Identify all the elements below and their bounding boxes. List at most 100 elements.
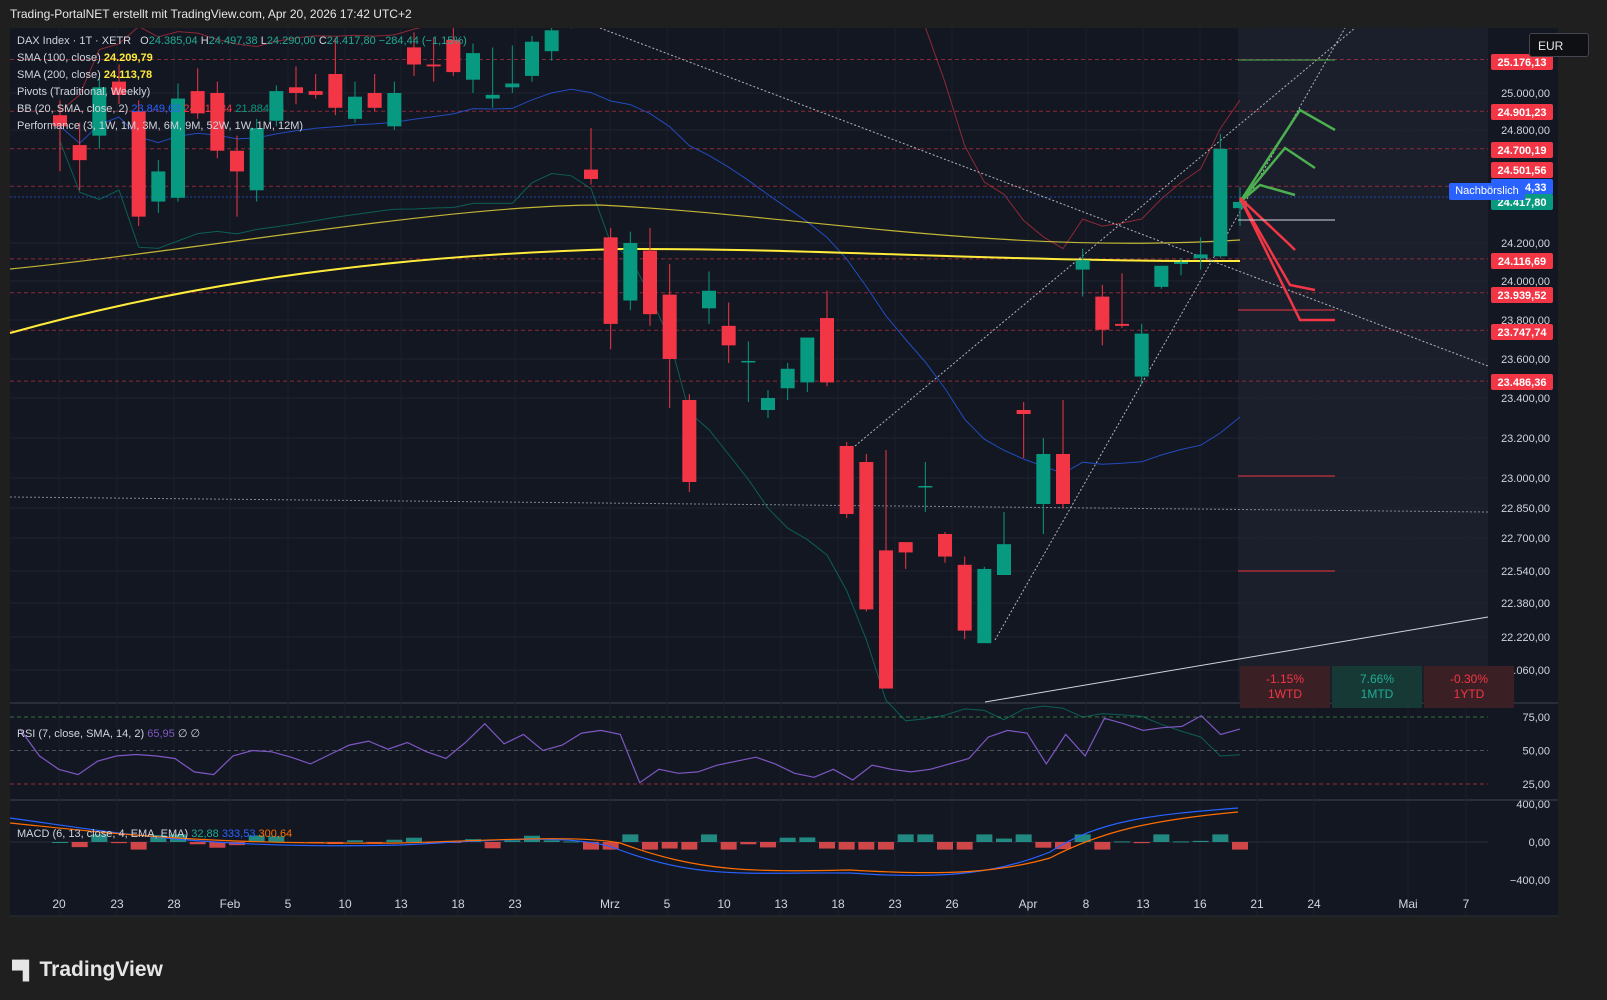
sma200-value: 24.113,78 — [103, 69, 153, 81]
price-tick-label: 23.000,00 — [1501, 473, 1550, 485]
macd-histogram-bar — [602, 842, 619, 850]
time-tick-label: 5 — [285, 897, 292, 911]
candle — [623, 231, 638, 311]
macd-histogram-bar — [878, 842, 894, 850]
bb-upper-value: 24.814,84 — [183, 103, 233, 115]
time-tick-label: Feb — [220, 897, 241, 911]
candle-body — [1095, 296, 1110, 330]
macd-histogram-bar — [248, 835, 265, 842]
price-label-box — [1491, 54, 1553, 70]
high-label: H — [200, 35, 209, 47]
candle-body — [1154, 265, 1169, 287]
candle-body — [544, 30, 559, 52]
macd-histogram-bar — [858, 842, 875, 850]
price-tick-label: 22.700,00 — [1501, 533, 1550, 545]
candle-body — [741, 360, 756, 363]
perf-1wtd-value: -1.15% — [1265, 672, 1305, 686]
macd-histogram-bar — [1173, 841, 1189, 843]
after-hours-label: Nachbörslich — [1449, 183, 1525, 200]
legend-sma200: SMA (200, close) 24.113,78 — [17, 67, 152, 83]
price-label-box — [1491, 104, 1553, 120]
candle-body — [820, 318, 834, 383]
price-tick-label: 25.000,00 — [1501, 88, 1550, 100]
price-label-text: 24.116,69 — [1498, 256, 1546, 268]
trendline-channel-upper — [854, 27, 1356, 447]
time-tick-label: 5 — [664, 897, 671, 911]
price-label-text: 24.417,80 — [1498, 197, 1547, 209]
candle — [308, 74, 323, 99]
macd-signal-value: 300,64 — [258, 828, 293, 840]
macd-histogram-bar — [1094, 842, 1111, 850]
trendline-support — [984, 616, 1489, 703]
macd-histogram-bar — [504, 840, 521, 842]
candle-body — [525, 41, 539, 76]
macd-tick-label: 400,00 — [1516, 799, 1550, 811]
candle — [1174, 258, 1188, 276]
candle-body — [131, 111, 146, 217]
projection-arrow-up — [1239, 183, 1296, 203]
time-tick-label: 18 — [831, 897, 845, 911]
bb-label: BB (20, SMA, close, 2) — [17, 103, 129, 115]
macd-line — [9, 807, 1239, 877]
perf-1mtd-period: 1MTD — [1360, 687, 1394, 701]
candle — [682, 394, 697, 492]
macd-histogram-bar — [897, 834, 914, 842]
close-value: 24.417,80 — [326, 35, 376, 47]
candle-body — [190, 91, 205, 114]
candle — [505, 45, 520, 93]
candle-body — [918, 486, 933, 488]
candle-body — [662, 294, 677, 359]
time-tick-label: 18 — [451, 897, 465, 911]
candle — [112, 64, 126, 105]
candle — [131, 100, 146, 227]
macd-histogram-bar — [1192, 840, 1209, 842]
currency-button[interactable]: EUR — [1529, 33, 1589, 57]
candle-body — [839, 446, 854, 514]
candle — [1115, 273, 1129, 328]
time-tick-label: 23 — [888, 897, 902, 911]
price-tick-label: 22.380,00 — [1501, 598, 1550, 610]
candle — [53, 100, 67, 172]
macd-histogram-bar — [209, 842, 226, 848]
candle — [702, 271, 716, 324]
candle — [348, 81, 362, 123]
macd-histogram-bar — [563, 841, 580, 843]
price-tick-label: 24.800,00 — [1501, 125, 1550, 137]
low-label: L — [260, 35, 267, 47]
macd-signal-line — [9, 811, 1239, 874]
candle — [387, 81, 402, 130]
macd-histogram-bar — [701, 834, 717, 842]
candle-body — [289, 87, 303, 93]
candle-body — [92, 87, 107, 136]
legend-pivots: Pivots (Traditional, Weekly) — [17, 84, 150, 100]
macd-histogram-bar — [268, 836, 285, 842]
macd-tick-label: −400,00 — [1510, 875, 1550, 887]
price-label-text: 25.176,13 — [1498, 57, 1547, 69]
candle — [1075, 248, 1090, 297]
time-tick-label: 13 — [394, 897, 408, 911]
price-label-box — [1491, 287, 1553, 303]
sma100-label: SMA (100, close) — [17, 52, 101, 64]
rsi-value: 65,95 — [147, 728, 175, 740]
candle — [820, 290, 834, 387]
time-tick-label: 13 — [774, 897, 788, 911]
macd-histogram-bar — [779, 837, 796, 842]
legend-bb: BB (20, SMA, close, 2) 23.849,63 24.814,… — [17, 101, 284, 117]
macd-histogram-bar — [347, 840, 363, 842]
macd-histogram-bar — [583, 842, 599, 850]
candle — [839, 442, 854, 518]
perf-1mtd-value: 7.66% — [1359, 672, 1395, 686]
candle-body — [1174, 262, 1188, 264]
price-label-box — [1491, 324, 1553, 340]
candle-body — [485, 94, 500, 99]
projection-arrow-up — [1238, 108, 1336, 203]
candle-body — [938, 534, 952, 557]
candle — [957, 556, 972, 640]
time-tick-label: 28 — [167, 897, 181, 911]
candle — [289, 66, 303, 105]
candle — [780, 362, 795, 400]
candle-body — [1056, 454, 1070, 504]
candle-body — [210, 93, 225, 151]
macd-histogram-bar — [1114, 841, 1130, 843]
